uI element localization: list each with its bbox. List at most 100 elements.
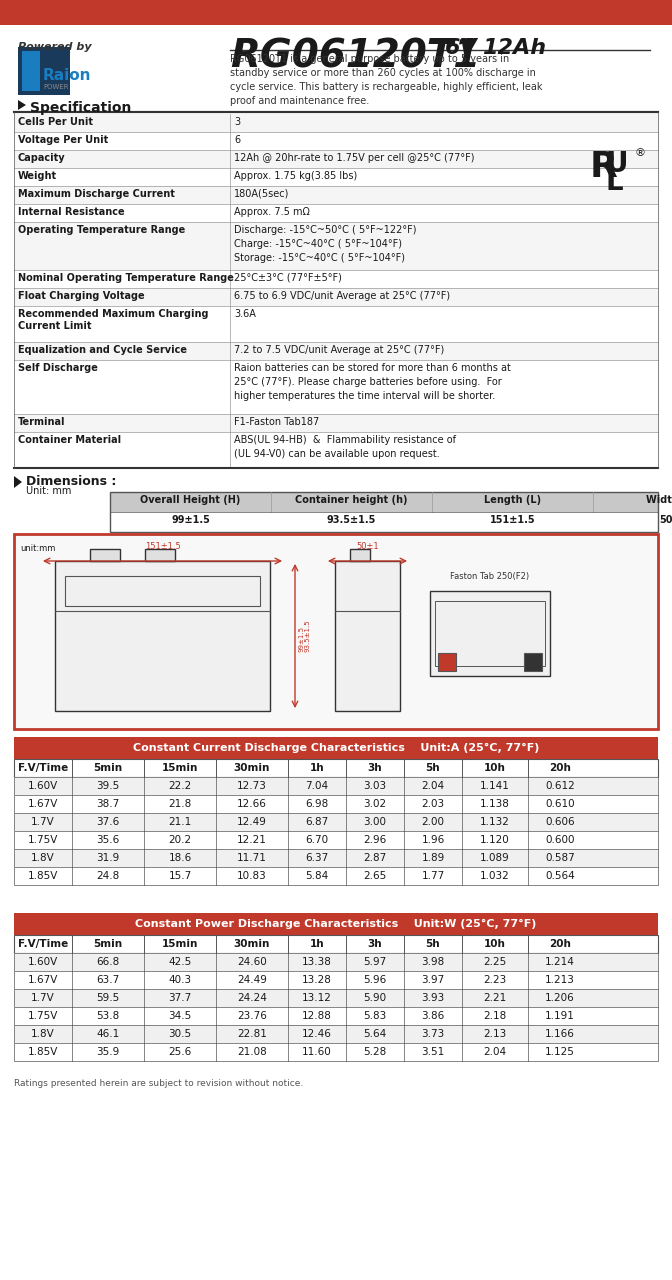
- Text: 1.089: 1.089: [480, 852, 510, 863]
- Text: 15min: 15min: [162, 763, 198, 773]
- Bar: [14, 831, 658, 849]
- Bar: [14, 813, 658, 831]
- Text: 21.8: 21.8: [169, 799, 192, 809]
- Text: 1.60V: 1.60V: [28, 957, 58, 966]
- Bar: [14, 288, 658, 306]
- Bar: [14, 132, 658, 150]
- Text: R: R: [590, 150, 618, 184]
- Bar: [350, 549, 370, 561]
- Text: 5.83: 5.83: [364, 1011, 386, 1021]
- Text: 5.90: 5.90: [364, 993, 386, 1004]
- Text: 6.75 to 6.9 VDC/unit Average at 25°C (77°F): 6.75 to 6.9 VDC/unit Average at 25°C (77…: [234, 291, 450, 301]
- Text: 1.96: 1.96: [421, 835, 445, 845]
- Text: 53.8: 53.8: [96, 1011, 120, 1021]
- Text: Discharge: -15°C~50°C ( 5°F~122°F): Discharge: -15°C~50°C ( 5°F~122°F): [234, 225, 417, 236]
- Bar: [14, 867, 658, 884]
- Text: 12.49: 12.49: [237, 817, 267, 827]
- Text: 1.67V: 1.67V: [28, 799, 58, 809]
- Text: 24.49: 24.49: [237, 975, 267, 986]
- Bar: [14, 913, 658, 934]
- Text: 0.564: 0.564: [545, 870, 575, 881]
- Bar: [14, 795, 658, 813]
- Bar: [524, 653, 542, 671]
- Text: 30.5: 30.5: [169, 1029, 192, 1039]
- Text: 15.7: 15.7: [169, 870, 192, 881]
- Text: Raion batteries can be stored for more than 6 months at: Raion batteries can be stored for more t…: [234, 364, 511, 372]
- Bar: [14, 737, 658, 759]
- Bar: [14, 114, 658, 132]
- Bar: [14, 221, 658, 270]
- Text: 13.28: 13.28: [302, 975, 332, 986]
- Text: 2.96: 2.96: [364, 835, 386, 845]
- Bar: [110, 492, 658, 532]
- Text: 3h: 3h: [368, 763, 382, 773]
- Text: 12Ah: 12Ah: [482, 38, 546, 58]
- Bar: [335, 561, 400, 710]
- Text: Capacity: Capacity: [18, 154, 66, 163]
- Text: 7.04: 7.04: [306, 781, 329, 791]
- Text: 5min: 5min: [93, 940, 122, 948]
- Text: 12.21: 12.21: [237, 835, 267, 845]
- Text: 50±1: 50±1: [356, 541, 379, 550]
- Text: Charge: -15°C~40°C ( 5°F~104°F): Charge: -15°C~40°C ( 5°F~104°F): [234, 239, 402, 250]
- Bar: [14, 1043, 658, 1061]
- Text: 5.64: 5.64: [364, 1029, 386, 1039]
- Text: Overall Height (H): Overall Height (H): [140, 495, 241, 506]
- Bar: [65, 576, 260, 605]
- Bar: [14, 1025, 658, 1043]
- Bar: [14, 1043, 658, 1061]
- Bar: [14, 360, 658, 413]
- Bar: [14, 795, 658, 813]
- Text: Unit: mm: Unit: mm: [26, 486, 71, 495]
- Text: 1.60V: 1.60V: [28, 781, 58, 791]
- Text: POWER: POWER: [43, 84, 69, 90]
- Text: 50±1: 50±1: [659, 515, 672, 525]
- Text: Dimensions :: Dimensions :: [26, 475, 116, 488]
- Text: 25°C±3°C (77°F±5°F): 25°C±3°C (77°F±5°F): [234, 273, 342, 283]
- Bar: [14, 777, 658, 795]
- Bar: [14, 972, 658, 989]
- Bar: [14, 972, 658, 989]
- Bar: [14, 849, 658, 867]
- Text: 34.5: 34.5: [169, 1011, 192, 1021]
- Bar: [110, 512, 658, 532]
- Text: Approx. 1.75 kg(3.85 lbs): Approx. 1.75 kg(3.85 lbs): [234, 172, 358, 180]
- Text: 3.86: 3.86: [421, 1011, 445, 1021]
- Bar: [14, 342, 658, 360]
- Text: Terminal: Terminal: [18, 417, 65, 428]
- Text: 12Ah @ 20hr-rate to 1.75V per cell @25°C (77°F): 12Ah @ 20hr-rate to 1.75V per cell @25°C…: [234, 154, 474, 163]
- Bar: [14, 934, 658, 954]
- Bar: [14, 150, 658, 168]
- Text: 3.51: 3.51: [421, 1047, 445, 1057]
- Text: 2.18: 2.18: [483, 1011, 507, 1021]
- Text: 1.85V: 1.85V: [28, 870, 58, 881]
- Text: 25.6: 25.6: [169, 1047, 192, 1057]
- Text: 99±1.5
93.5±1.5: 99±1.5 93.5±1.5: [298, 620, 311, 653]
- Bar: [14, 472, 658, 492]
- Bar: [14, 867, 658, 884]
- Text: 24.8: 24.8: [96, 870, 120, 881]
- Text: Width (W): Width (W): [646, 495, 672, 506]
- Text: 6.37: 6.37: [305, 852, 329, 863]
- Polygon shape: [18, 100, 26, 110]
- Bar: [14, 934, 658, 954]
- Text: 10h: 10h: [484, 763, 506, 773]
- Text: 2.13: 2.13: [483, 1029, 507, 1039]
- Bar: [14, 831, 658, 849]
- Text: Specification: Specification: [30, 101, 131, 115]
- Text: 2.03: 2.03: [421, 799, 445, 809]
- Text: 35.9: 35.9: [96, 1047, 120, 1057]
- Text: ABS(UL 94-HB)  &  Flammability resistance of: ABS(UL 94-HB) & Flammability resistance …: [234, 435, 456, 445]
- Text: 3.02: 3.02: [364, 799, 386, 809]
- Bar: [14, 813, 658, 831]
- Text: Maximum Discharge Current: Maximum Discharge Current: [18, 189, 175, 198]
- Text: 30min: 30min: [234, 940, 270, 948]
- Text: 1.214: 1.214: [545, 957, 575, 966]
- Text: higher temperatures the time interval will be shorter.: higher temperatures the time interval wi…: [234, 390, 495, 401]
- Polygon shape: [14, 476, 22, 488]
- Text: 13.12: 13.12: [302, 993, 332, 1004]
- Text: Ratings presented herein are subject to revision without notice.: Ratings presented herein are subject to …: [14, 1079, 303, 1088]
- Text: 23.76: 23.76: [237, 1011, 267, 1021]
- Text: 5h: 5h: [425, 940, 440, 948]
- Text: RG06120T1 is a general purpose battery up to 5 years in
standby service or more : RG06120T1 is a general purpose battery u…: [230, 54, 542, 106]
